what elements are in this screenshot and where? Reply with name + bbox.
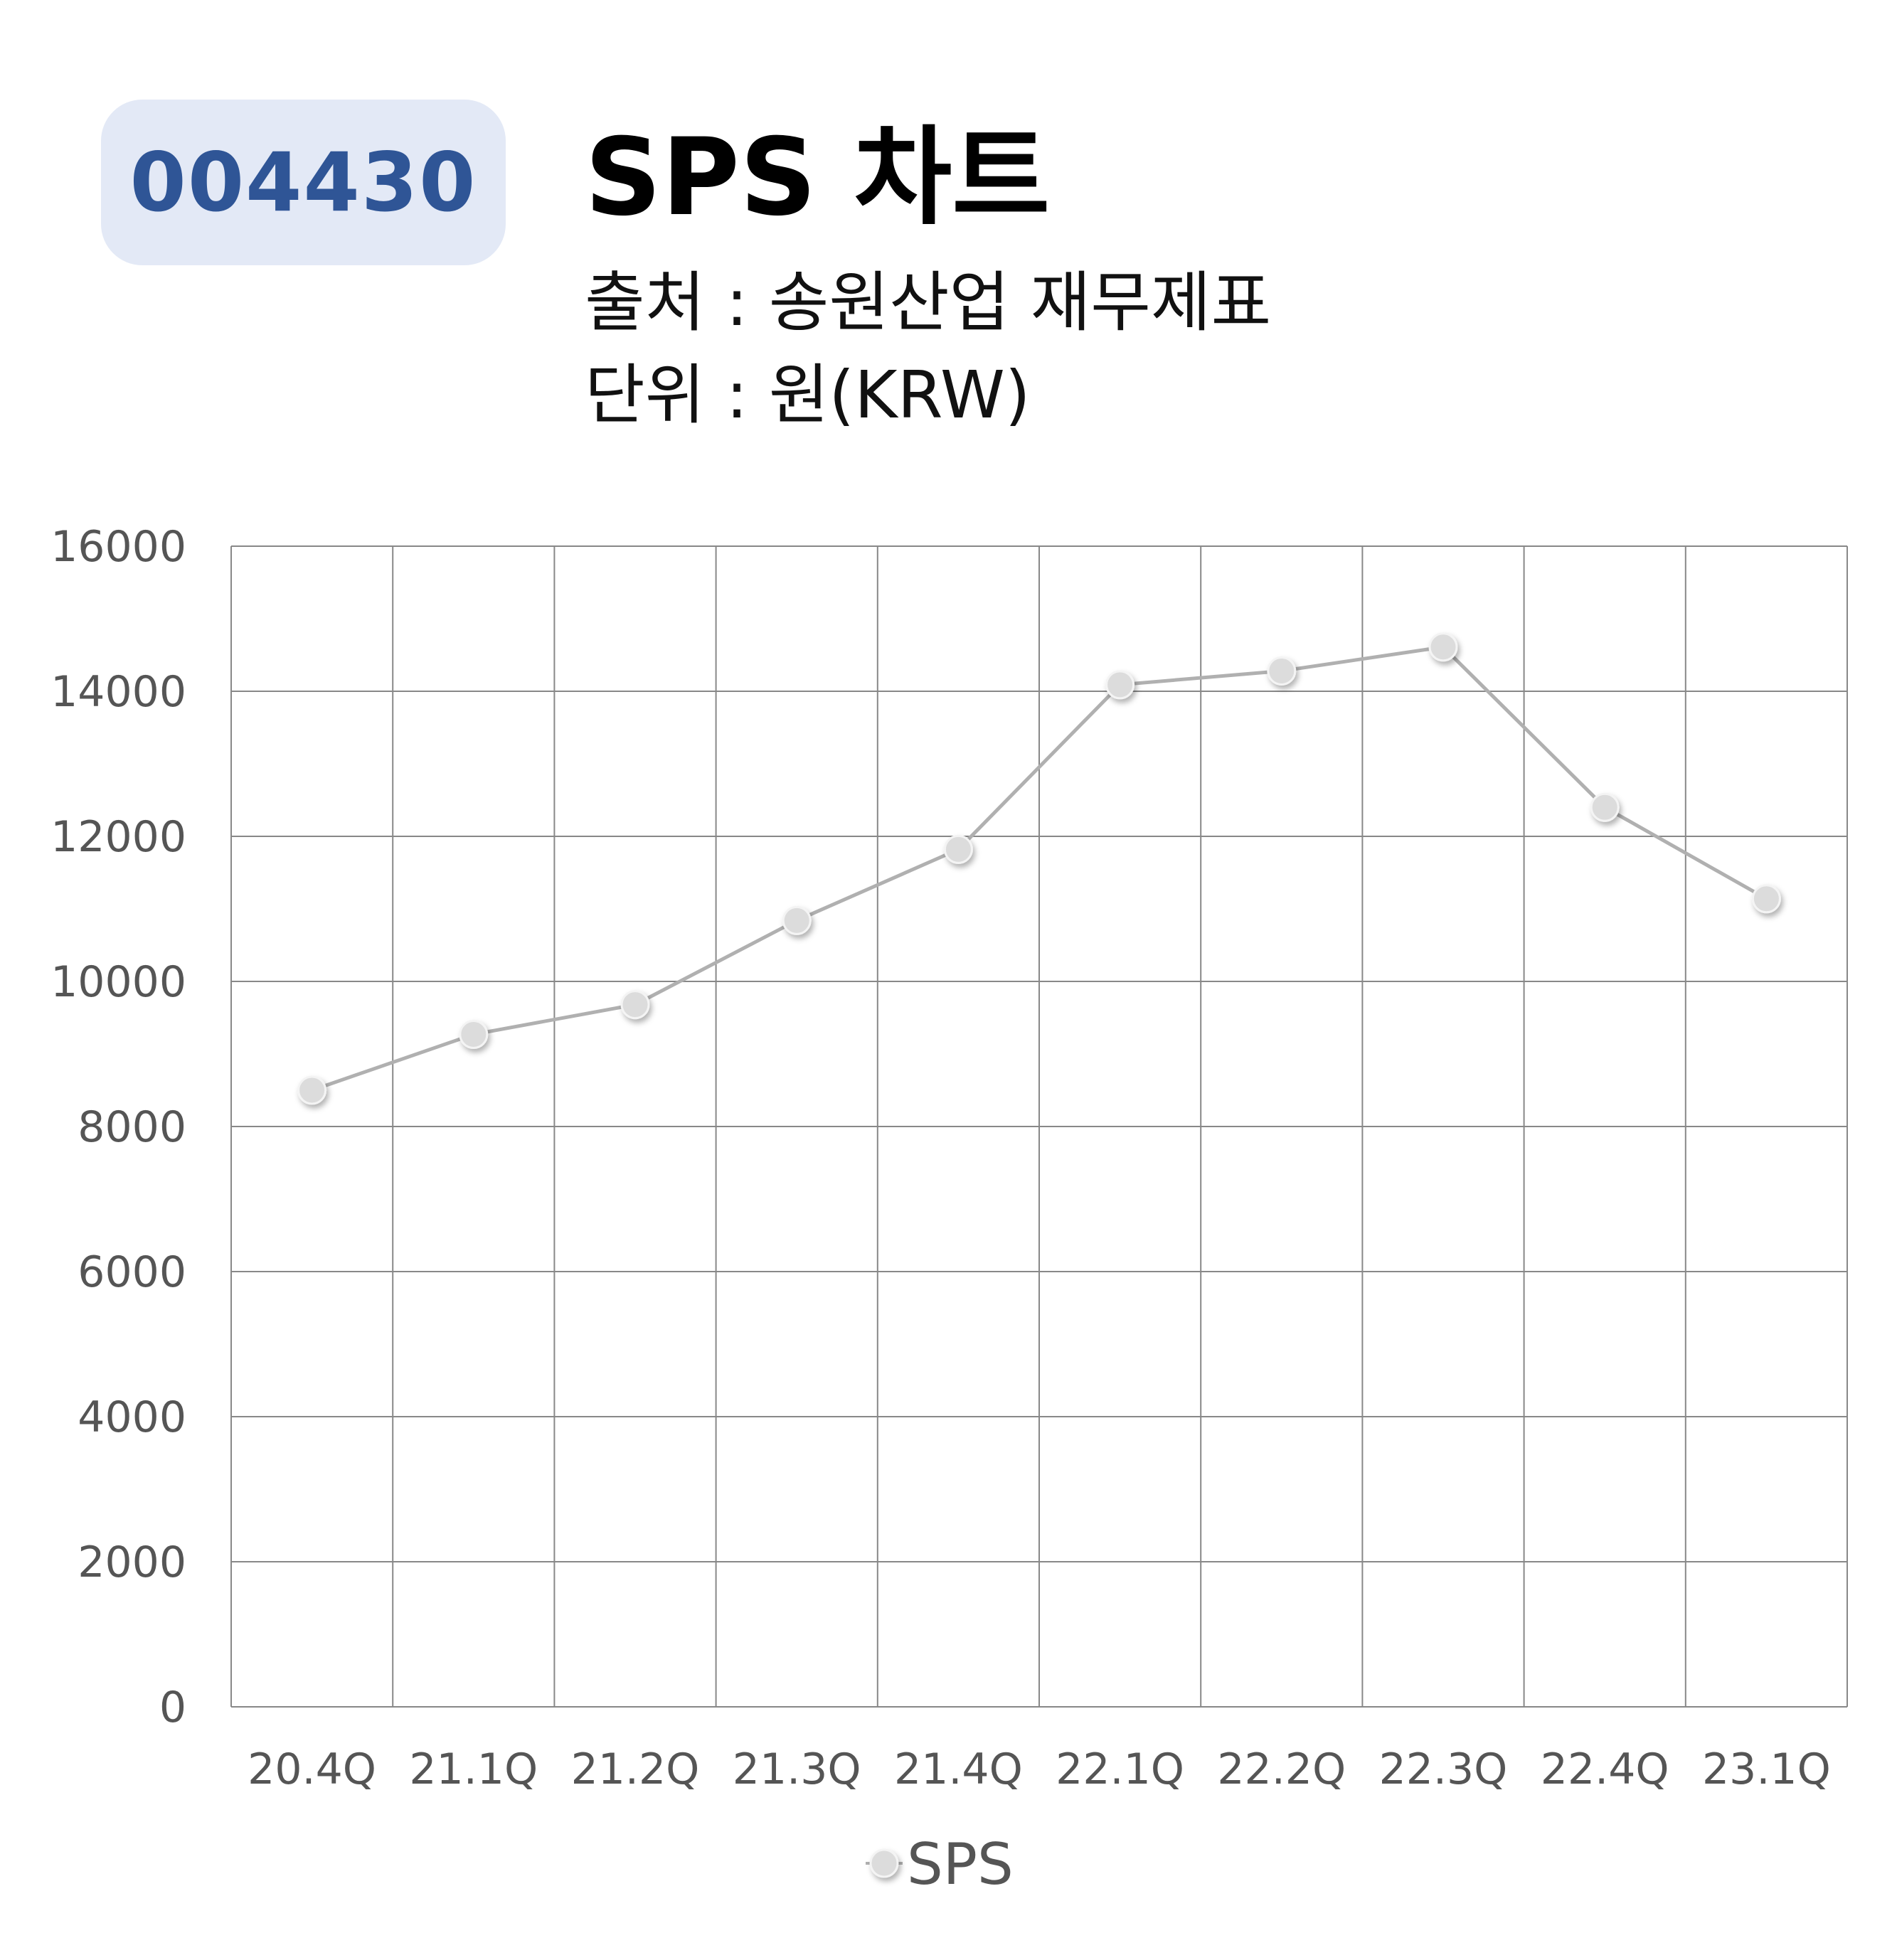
data-point (1590, 792, 1620, 822)
data-point (1751, 884, 1781, 914)
data-point (943, 834, 973, 864)
x-tick-label: 21.4Q (894, 1745, 1023, 1794)
data-point (782, 905, 812, 935)
x-tick-label: 21.2Q (571, 1745, 700, 1794)
y-tick-label: 10000 (51, 957, 186, 1007)
y-tick-label: 14000 (51, 667, 186, 717)
data-point (459, 1019, 489, 1049)
x-tick-label: 21.3Q (733, 1745, 861, 1794)
y-axis-ticks: 0 2000 4000 6000 8000 10000 12000 14000 16000 (51, 522, 186, 1732)
data-point (620, 990, 650, 1020)
series-line (311, 645, 1768, 1092)
data-point (1105, 670, 1135, 700)
ticker-code: 004430 (129, 135, 477, 230)
data-point (1428, 632, 1458, 662)
legend: SPS (866, 1831, 1014, 1897)
legend-label: SPS (907, 1831, 1014, 1897)
y-tick-label: 2000 (78, 1538, 186, 1587)
y-tick-label: 4000 (78, 1392, 186, 1442)
x-axis-ticks: 20.4Q 21.1Q 21.2Q 21.3Q 21.4Q 22.1Q 22.2Q 22.3Q… (248, 1745, 1831, 1794)
series-sps (297, 632, 1781, 1105)
x-tick-label: 22.2Q (1217, 1745, 1346, 1794)
y-tick-label: 8000 (78, 1102, 186, 1152)
source-label: 출처 : 송원산업 재무제표 (585, 265, 1272, 341)
data-point (1267, 656, 1297, 686)
grid (230, 545, 1848, 1708)
y-tick-label: 0 (159, 1683, 186, 1732)
legend-marker (869, 1848, 899, 1878)
chart-title: SPS 차트 (585, 116, 1051, 240)
x-tick-label: 21.1Q (409, 1745, 538, 1794)
y-tick-label: 16000 (51, 522, 186, 572)
y-tick-label: 12000 (51, 812, 186, 862)
ticker-badge: 004430 (101, 100, 506, 265)
x-tick-label: 22.1Q (1056, 1745, 1184, 1794)
y-tick-label: 6000 (78, 1247, 186, 1297)
x-tick-label: 23.1Q (1702, 1745, 1831, 1794)
unit-label: 단위 : 원(KRW) (585, 357, 1031, 433)
data-point (297, 1075, 327, 1105)
x-tick-label: 22.4Q (1541, 1745, 1669, 1794)
x-tick-label: 20.4Q (248, 1745, 376, 1794)
x-tick-label: 22.3Q (1379, 1745, 1508, 1794)
